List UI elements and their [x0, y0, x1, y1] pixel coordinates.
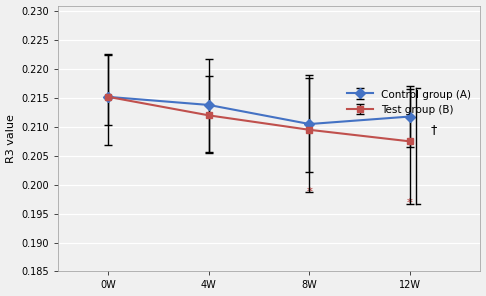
- Text: *: *: [407, 198, 413, 208]
- Legend: Control group (A), Test group (B): Control group (A), Test group (B): [343, 85, 475, 119]
- Text: *: *: [307, 187, 312, 197]
- Y-axis label: R3 value: R3 value: [5, 114, 16, 163]
- Text: †: †: [430, 123, 436, 136]
